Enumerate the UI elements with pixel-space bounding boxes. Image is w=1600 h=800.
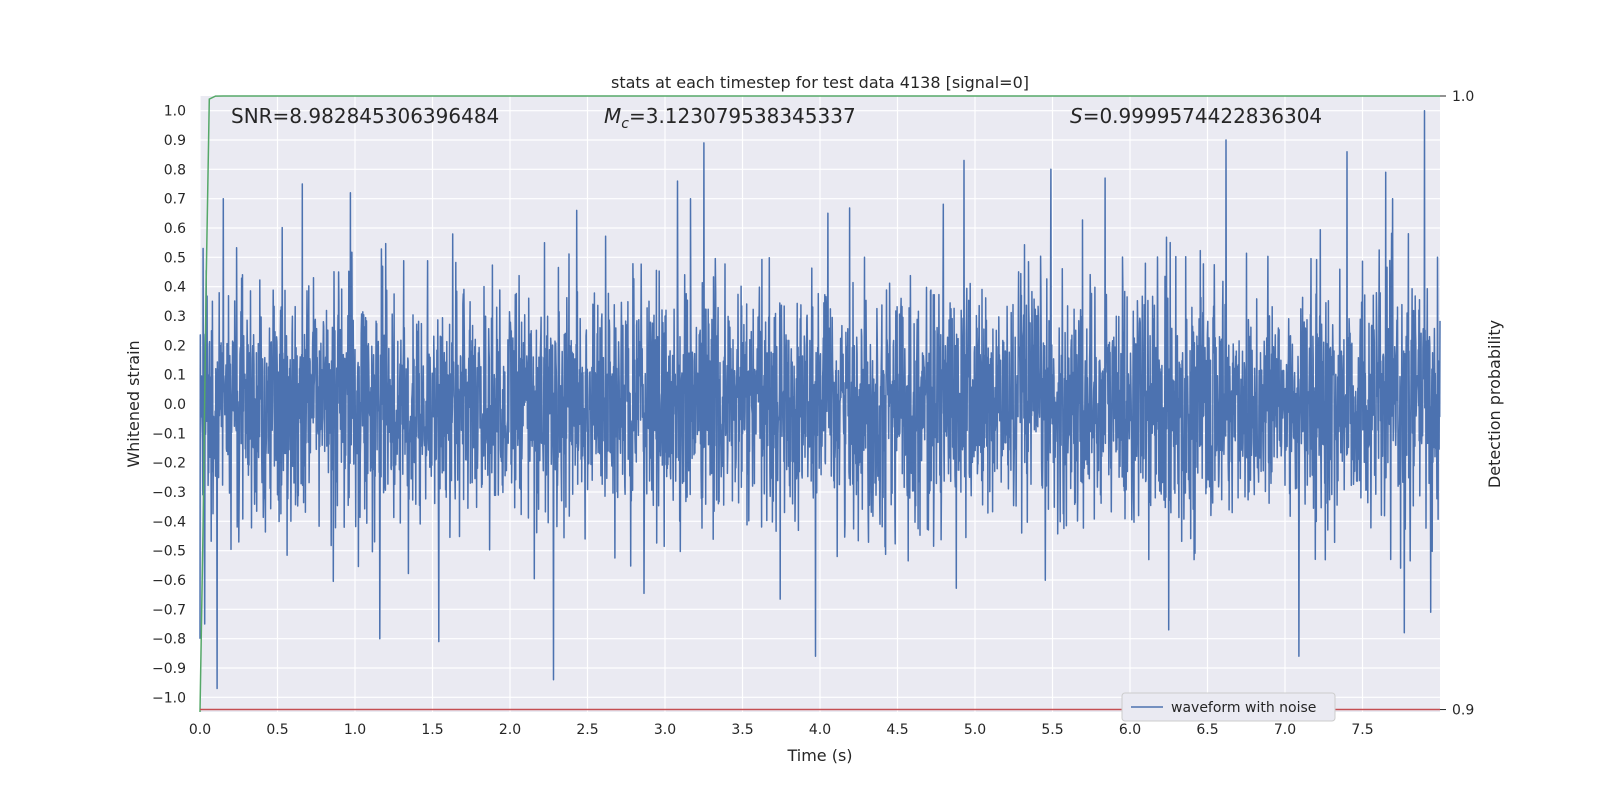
- x-tick-label: 3.0: [654, 722, 676, 738]
- x-axis-ticks: 0.0 0.5 1.0 1.5 2.0 2.5 3.0 3.5 4.0 4.5 5.0 5.5 6.0 6…: [189, 722, 1374, 738]
- legend-entry: waveform with noise: [1171, 700, 1316, 716]
- x-tick-label: 0.5: [266, 722, 288, 738]
- y-tick-label: −0.9: [152, 661, 186, 677]
- x-tick-label: 6.0: [1119, 722, 1141, 738]
- y-axis-ticks: −1.0 −0.9 −0.8 −0.7 −0.6 −0.5 −0.4 −0.3 −0.2 −0.1…: [152, 104, 186, 707]
- x-tick-label: 5.5: [1041, 722, 1063, 738]
- x-axis-label: Time (s): [786, 746, 852, 765]
- x-tick-label: 7.5: [1351, 722, 1373, 738]
- snr-annotation: SNR=8.982845306396484: [231, 104, 499, 128]
- detection-score-symbol: S: [1070, 104, 1083, 128]
- x-tick-label: 3.5: [731, 722, 753, 738]
- x-tick-label: 2.5: [576, 722, 598, 738]
- y-tick-label: 0.1: [164, 368, 186, 384]
- y-tick-label: 0.6: [164, 221, 186, 237]
- x-tick-label: 0.0: [189, 722, 211, 738]
- y-tick-label: −0.1: [152, 426, 186, 442]
- y-tick-label: −0.6: [152, 573, 186, 589]
- y-tick-label: −0.7: [152, 602, 186, 618]
- x-tick-label: 1.5: [421, 722, 443, 738]
- chirp-mass-value: =3.123079538345337: [629, 104, 856, 128]
- y-tick-label: −0.5: [152, 544, 186, 560]
- x-tick-label: 4.0: [809, 722, 831, 738]
- y-tick-label: 1.0: [164, 104, 186, 120]
- x-tick-label: 4.5: [886, 722, 908, 738]
- y2-axis-label: Detection probability: [1485, 320, 1504, 488]
- y-tick-label: 0.4: [164, 280, 186, 296]
- y-tick-label: 0.2: [164, 338, 186, 354]
- y2-tick-label: 1.0: [1452, 89, 1474, 105]
- y-axis-label: Whitened strain: [124, 340, 143, 467]
- detection-score-annotation: S=0.9999574422836304: [1070, 104, 1322, 128]
- y-tick-label: 0.9: [164, 133, 186, 149]
- y-tick-label: −0.2: [152, 456, 186, 472]
- chirp-mass-symbol: M: [604, 104, 621, 128]
- y-tick-label: −0.8: [152, 632, 186, 648]
- y2-tick-label: 0.9: [1452, 703, 1474, 719]
- y-tick-label: 0.5: [164, 250, 186, 266]
- series-detection-probability: [199, 95, 1440, 713]
- series-waveform-with-noise: [199, 109, 1441, 690]
- y-tick-label: −1.0: [152, 690, 186, 706]
- y-tick-label: 0.0: [164, 397, 186, 413]
- legend-box: [1121, 692, 1336, 722]
- legend: waveform with noise: [1121, 692, 1336, 722]
- chirp-mass-annotation: Mc=3.123079538345337: [604, 104, 856, 132]
- chirp-mass-subscript: c: [621, 116, 629, 132]
- chart-title: stats at each timestep for test data 413…: [611, 73, 1029, 92]
- x-tick-label: 1.0: [344, 722, 366, 738]
- y-tick-label: 0.8: [164, 162, 186, 178]
- y-tick-label: 0.3: [164, 309, 186, 325]
- x-tick-label: 2.0: [499, 722, 521, 738]
- detection-score-value: =0.9999574422836304: [1083, 104, 1322, 128]
- y-tick-label: 0.7: [164, 192, 186, 208]
- x-tick-label: 5.0: [964, 722, 986, 738]
- y2-axis-ticks: 0.9 1.0: [1440, 89, 1474, 719]
- x-tick-label: 7.0: [1274, 722, 1296, 738]
- y-tick-label: −0.3: [152, 485, 186, 501]
- y-tick-label: −0.4: [152, 514, 186, 530]
- x-tick-label: 6.5: [1196, 722, 1218, 738]
